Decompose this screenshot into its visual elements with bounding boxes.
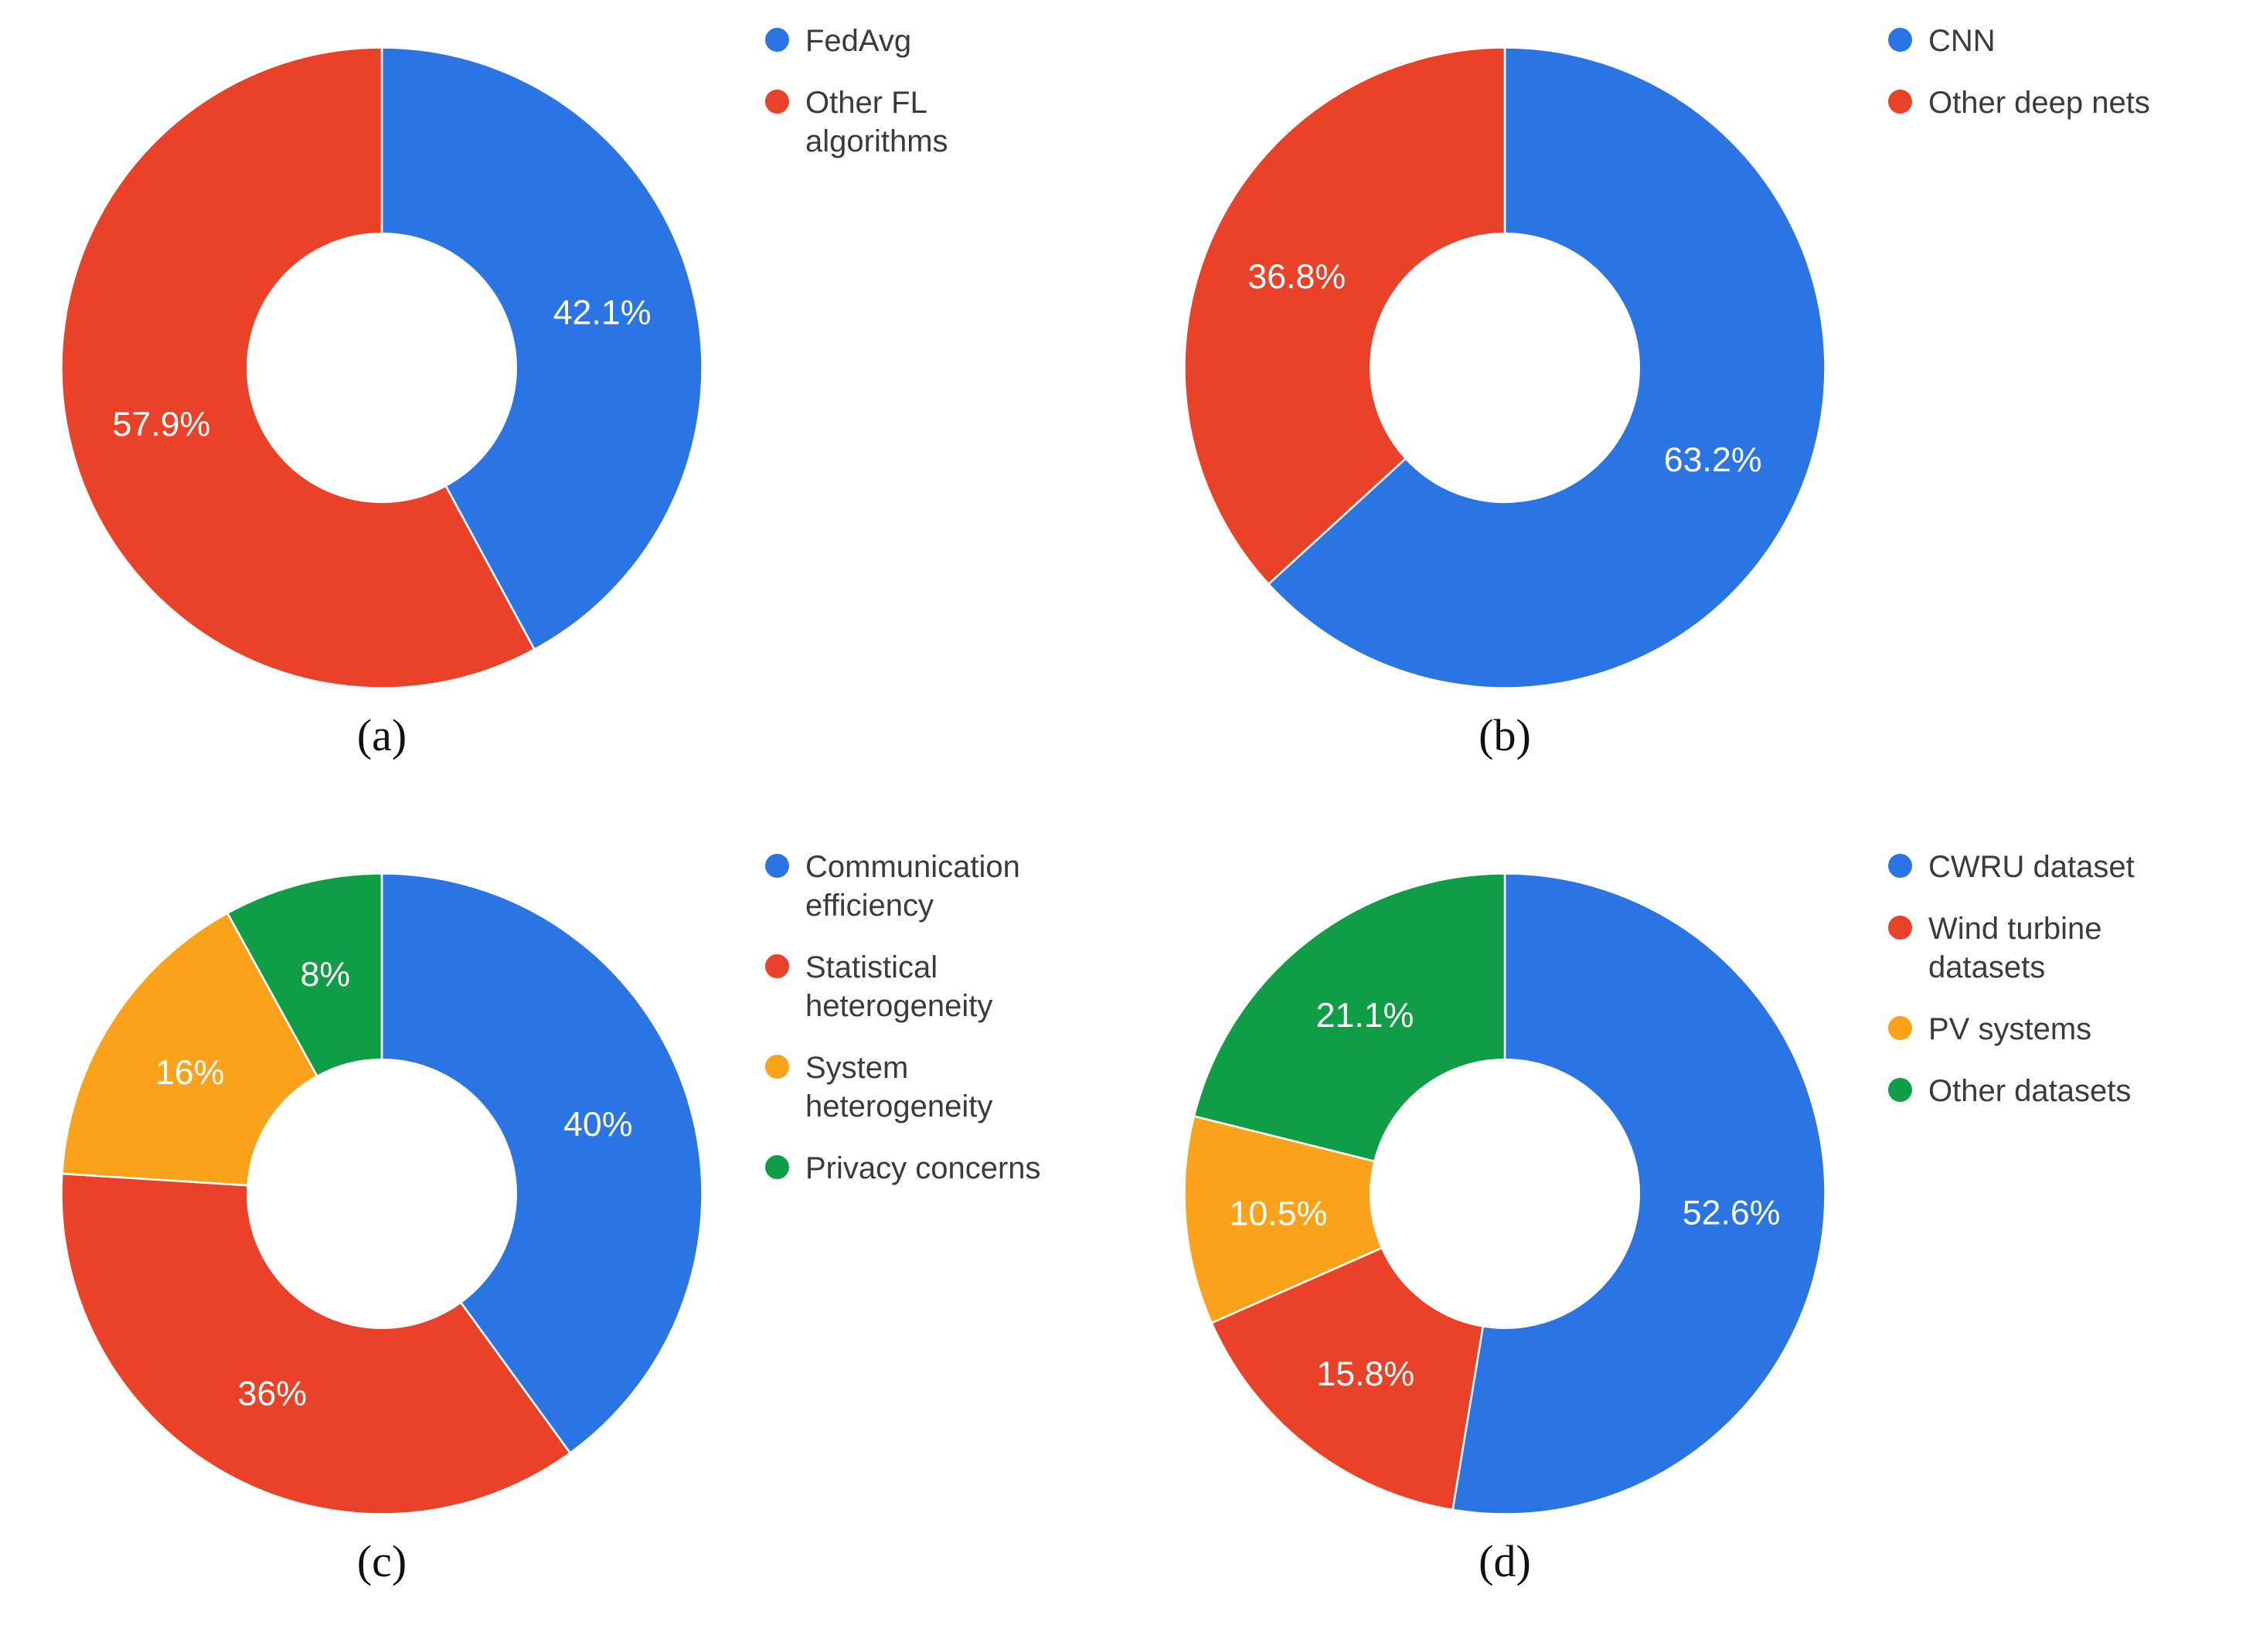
legend-item-d-1: Wind turbine datasets [1888,909,2135,987]
pie-slice-c-2 [61,912,318,1187]
pie-slice-d-1 [1210,1246,1485,1511]
pie-value-label-a-0: 42.1% [553,294,652,331]
pie-value-label-c-1: 36% [238,1375,308,1412]
legend-item-d-0: CWRU dataset [1888,848,2135,886]
legend-item-d-3: Other datasets [1888,1072,2135,1110]
legend-item-c-3: Privacy concerns [765,1149,1041,1188]
legend-color-dot-icon [1888,28,1912,52]
donut-column-c: 40% 36% 16% 8% (c) [49,862,714,1587]
chart-panel-b: 63.2% 36.8% (b) CNN Other deep nets [1123,0,2246,826]
pie-slice-a-0 [380,46,703,651]
legend-color-dot-icon [1888,1078,1912,1102]
pie-slice-a-1 [60,46,536,689]
chart-caption-d: (d) [1479,1536,1531,1586]
legend-item-label: Other deep nets [1928,86,2150,120]
legend-d: CWRU dataset Wind turbine datasets PV syst… [1888,848,2135,1110]
legend-color-dot-icon [765,1155,789,1179]
pie-value-label-d-2: 10.5% [1230,1195,1328,1233]
donut-chart-d: 52.6% 15.8% 10.5% 21.1% [1183,872,1826,1515]
pie-value-label-a-1: 57.9% [112,406,210,444]
pie-slice-b-0 [1267,46,1826,689]
legend-item-label: CNN [1928,24,1996,58]
legend-color-dot-icon [1888,1016,1912,1040]
legend-item-c-2: System heterogeneity [765,1049,1041,1126]
pie-value-label-d-1: 15.8% [1316,1355,1414,1393]
pie-slice-b-1 [1183,46,1506,586]
legend-item-label: CWRU dataset [1928,850,2135,884]
legend-item-d-2: PV systems [1888,1010,2135,1049]
legend-b: CNN Other deep nets [1888,22,2150,122]
pie-slice-d-3 [1193,872,1506,1163]
donut-column-d: 52.6% 15.8% 10.5% 21.1% (d) [1172,862,1837,1587]
legend-item-b-1: Other deep nets [1888,83,2150,122]
chart-caption-b: (b) [1479,710,1531,760]
legend-item-label: System heterogeneity [805,1051,993,1123]
legend-item-label: Other datasets [1928,1074,2132,1108]
chart-panel-c: 40% 36% 16% 8% (c) Communication efficiency… [0,826,1123,1652]
pie-slice-c-0 [380,872,703,1454]
legend-a: FedAvg Other FL algorithms [765,22,948,161]
legend-item-label: Communication efficiency [805,850,1020,923]
legend-item-a-1: Other FL algorithms [765,83,948,161]
legend-color-dot-icon [765,90,789,114]
legend-item-b-0: CNN [1888,22,2150,60]
pie-value-label-d-0: 52.6% [1683,1195,1781,1232]
legend-c: Communication efficiency Statistical hete… [765,848,1041,1188]
chart-caption-a: (a) [356,710,407,760]
donut-chart-b: 63.2% 36.8% [1183,46,1826,689]
chart-caption-c: (c) [356,1536,407,1586]
legend-color-dot-icon [765,1055,789,1079]
pie-value-label-c-0: 40% [563,1106,633,1144]
pie-value-label-b-0: 63.2% [1664,441,1762,479]
chart-panel-d: 52.6% 15.8% 10.5% 21.1% (d) CWRU dataset Win… [1123,826,2246,1652]
legend-color-dot-icon [1888,90,1912,114]
donut-chart-a: 42.1% 57.9% [60,46,703,689]
legend-item-c-0: Communication efficiency [765,848,1041,925]
legend-item-a-0: FedAvg [765,22,948,60]
pie-value-label-b-1: 36.8% [1247,258,1346,296]
legend-item-label: PV systems [1928,1012,2092,1046]
pie-value-label-c-2: 16% [155,1054,225,1092]
legend-item-label: FedAvg [805,24,912,58]
pie-slice-c-3 [226,872,383,1078]
donut-chart-c: 40% 36% 16% 8% [60,872,703,1515]
pie-value-label-d-3: 21.1% [1316,997,1414,1035]
legend-item-c-1: Statistical heterogeneity [765,948,1041,1025]
legend-item-label: Statistical heterogeneity [805,950,993,1023]
legend-item-label: Other FL algorithms [805,86,948,158]
legend-color-dot-icon [1888,916,1912,940]
pie-slice-c-1 [60,1172,571,1515]
legend-color-dot-icon [765,28,789,52]
legend-color-dot-icon [1888,854,1912,878]
donut-column-a: 42.1% 57.9% (a) [49,36,714,761]
donut-column-b: 63.2% 36.8% (b) [1172,36,1837,761]
legend-item-label: Wind turbine datasets [1928,912,2102,984]
pie-slice-d-0 [1451,872,1826,1515]
legend-color-dot-icon [765,954,789,978]
legend-color-dot-icon [765,854,789,878]
chart-panel-a: 42.1% 57.9% (a) FedAvg Other FL algorithms [0,0,1123,826]
pie-value-label-c-3: 8% [301,956,351,994]
pie-slice-d-2 [1183,1115,1383,1324]
legend-item-label: Privacy concerns [805,1151,1041,1185]
